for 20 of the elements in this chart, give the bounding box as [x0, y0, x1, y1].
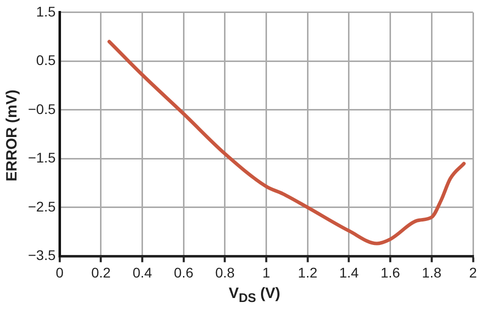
x-tick-label: 0.6 — [174, 264, 194, 280]
y-axis-title: ERROR (mV) — [4, 89, 21, 181]
x-tick-label: 1 — [262, 264, 270, 280]
x-tick-label: 0.2 — [91, 264, 111, 280]
x-tick-label: 0.8 — [215, 264, 235, 280]
y-tick-label: −2.5 — [28, 198, 56, 214]
y-tick-label: 1.5 — [36, 3, 56, 20]
x-tick-label: 2 — [469, 264, 478, 280]
x-tick-label: 1.6 — [380, 264, 400, 280]
y-tick-label: −0.5 — [28, 100, 56, 117]
line-series — [107, 40, 466, 246]
x-tick-label: 0 — [56, 264, 64, 280]
x-tick-label: 0.4 — [132, 264, 152, 280]
y-tick-label: −3.5 — [28, 247, 56, 264]
x-tick-label: 1.8 — [422, 264, 442, 280]
x-tick-label: 1.2 — [298, 264, 318, 280]
y-tick-label: 0.5 — [36, 52, 56, 68]
x-axis-title: V$_{DS}$ (V) — [228, 285, 282, 305]
y-tick-label: −1.5 — [28, 150, 56, 166]
x-tick-label: 1.4 — [339, 264, 359, 280]
